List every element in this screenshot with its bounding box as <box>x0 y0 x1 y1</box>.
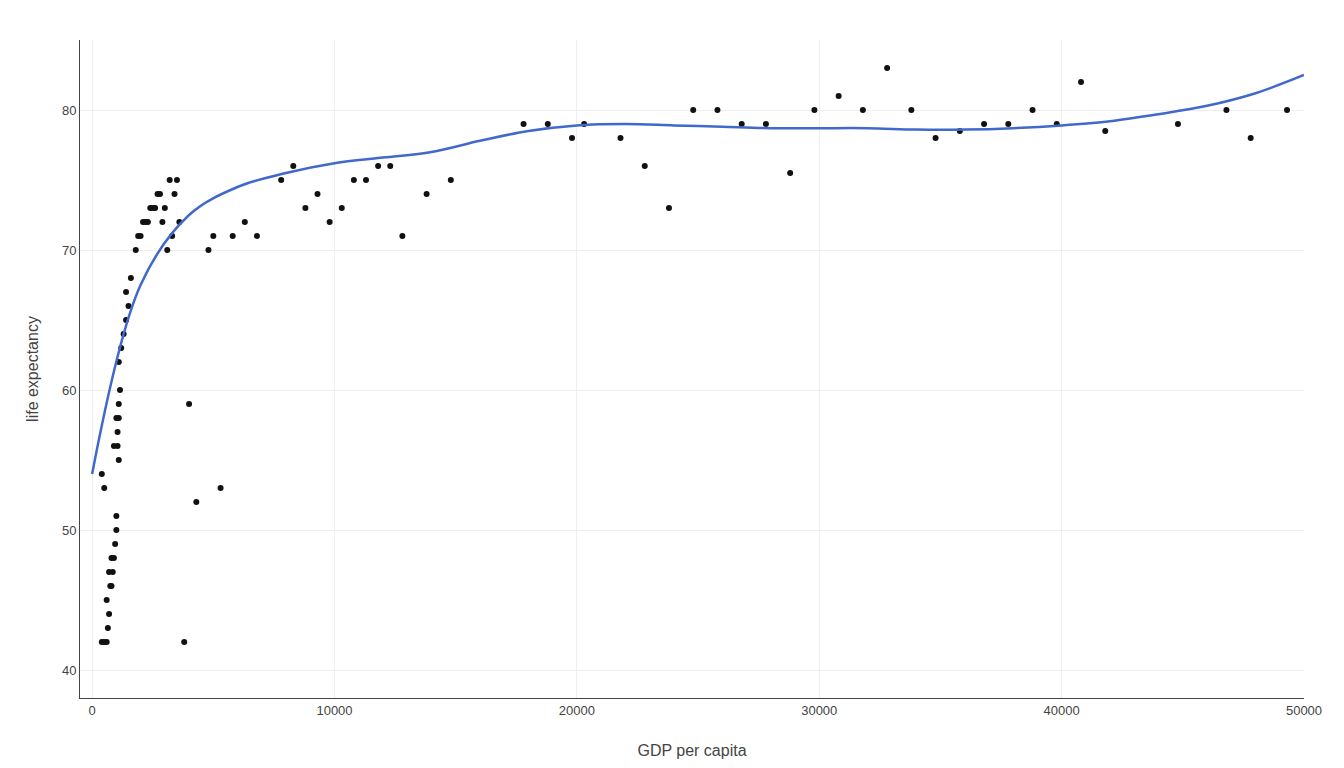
svg-text:0: 0 <box>89 703 96 718</box>
svg-text:GDP per capita: GDP per capita <box>637 742 746 759</box>
svg-text:70: 70 <box>62 243 76 258</box>
svg-text:10000: 10000 <box>316 703 352 718</box>
svg-text:80: 80 <box>62 103 76 118</box>
svg-text:50000: 50000 <box>1286 703 1322 718</box>
svg-text:life expectancy: life expectancy <box>24 316 41 422</box>
svg-text:40000: 40000 <box>1044 703 1080 718</box>
svg-text:50: 50 <box>62 523 76 538</box>
svg-text:30000: 30000 <box>801 703 837 718</box>
svg-text:20000: 20000 <box>559 703 595 718</box>
svg-text:60: 60 <box>62 383 76 398</box>
svg-text:40: 40 <box>62 663 76 678</box>
